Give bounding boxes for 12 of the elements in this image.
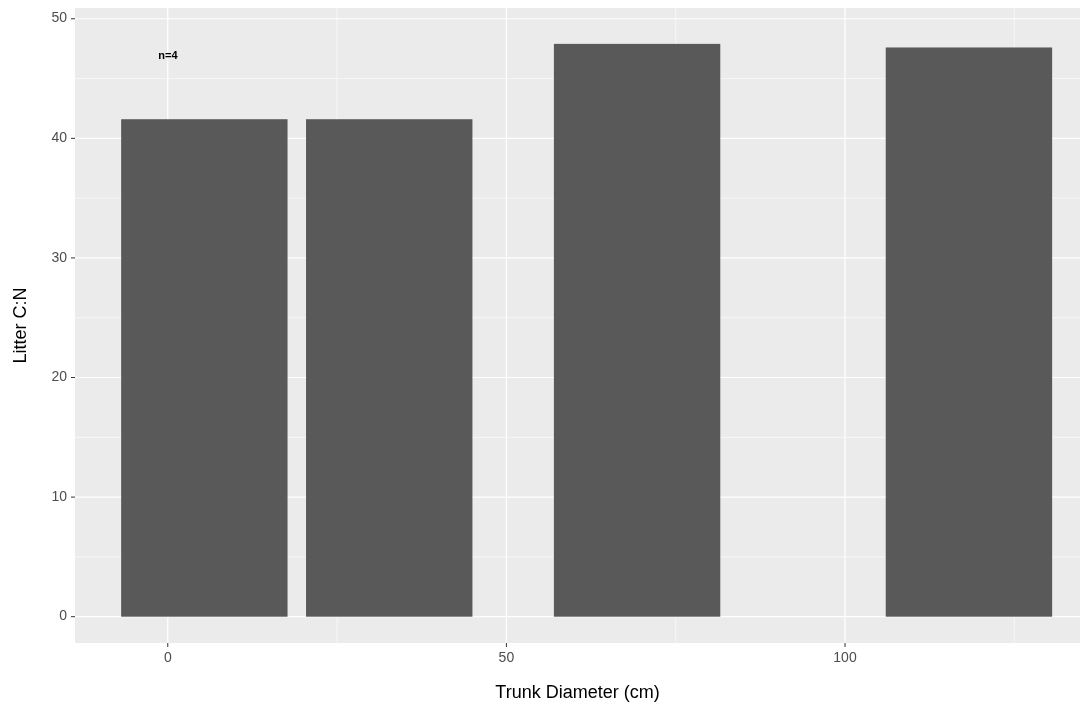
x-tick-label: 0 [163,649,172,665]
y-tick-label: 40 [51,129,68,146]
y-tick-label: 0 [59,607,68,624]
x-tick-label: 50 [498,649,515,665]
annotation: n=4 [158,48,179,61]
y-axis-title: Litter C:N [10,287,30,364]
x-tick-label: 100 [833,649,857,665]
y-tick-label: 50 [51,9,68,26]
y-tick-label: 30 [51,248,68,265]
y-tick-label: 10 [51,487,68,504]
x-axis-title: Trunk Diameter (cm) [495,682,660,702]
y-tick-label: 20 [51,368,68,385]
